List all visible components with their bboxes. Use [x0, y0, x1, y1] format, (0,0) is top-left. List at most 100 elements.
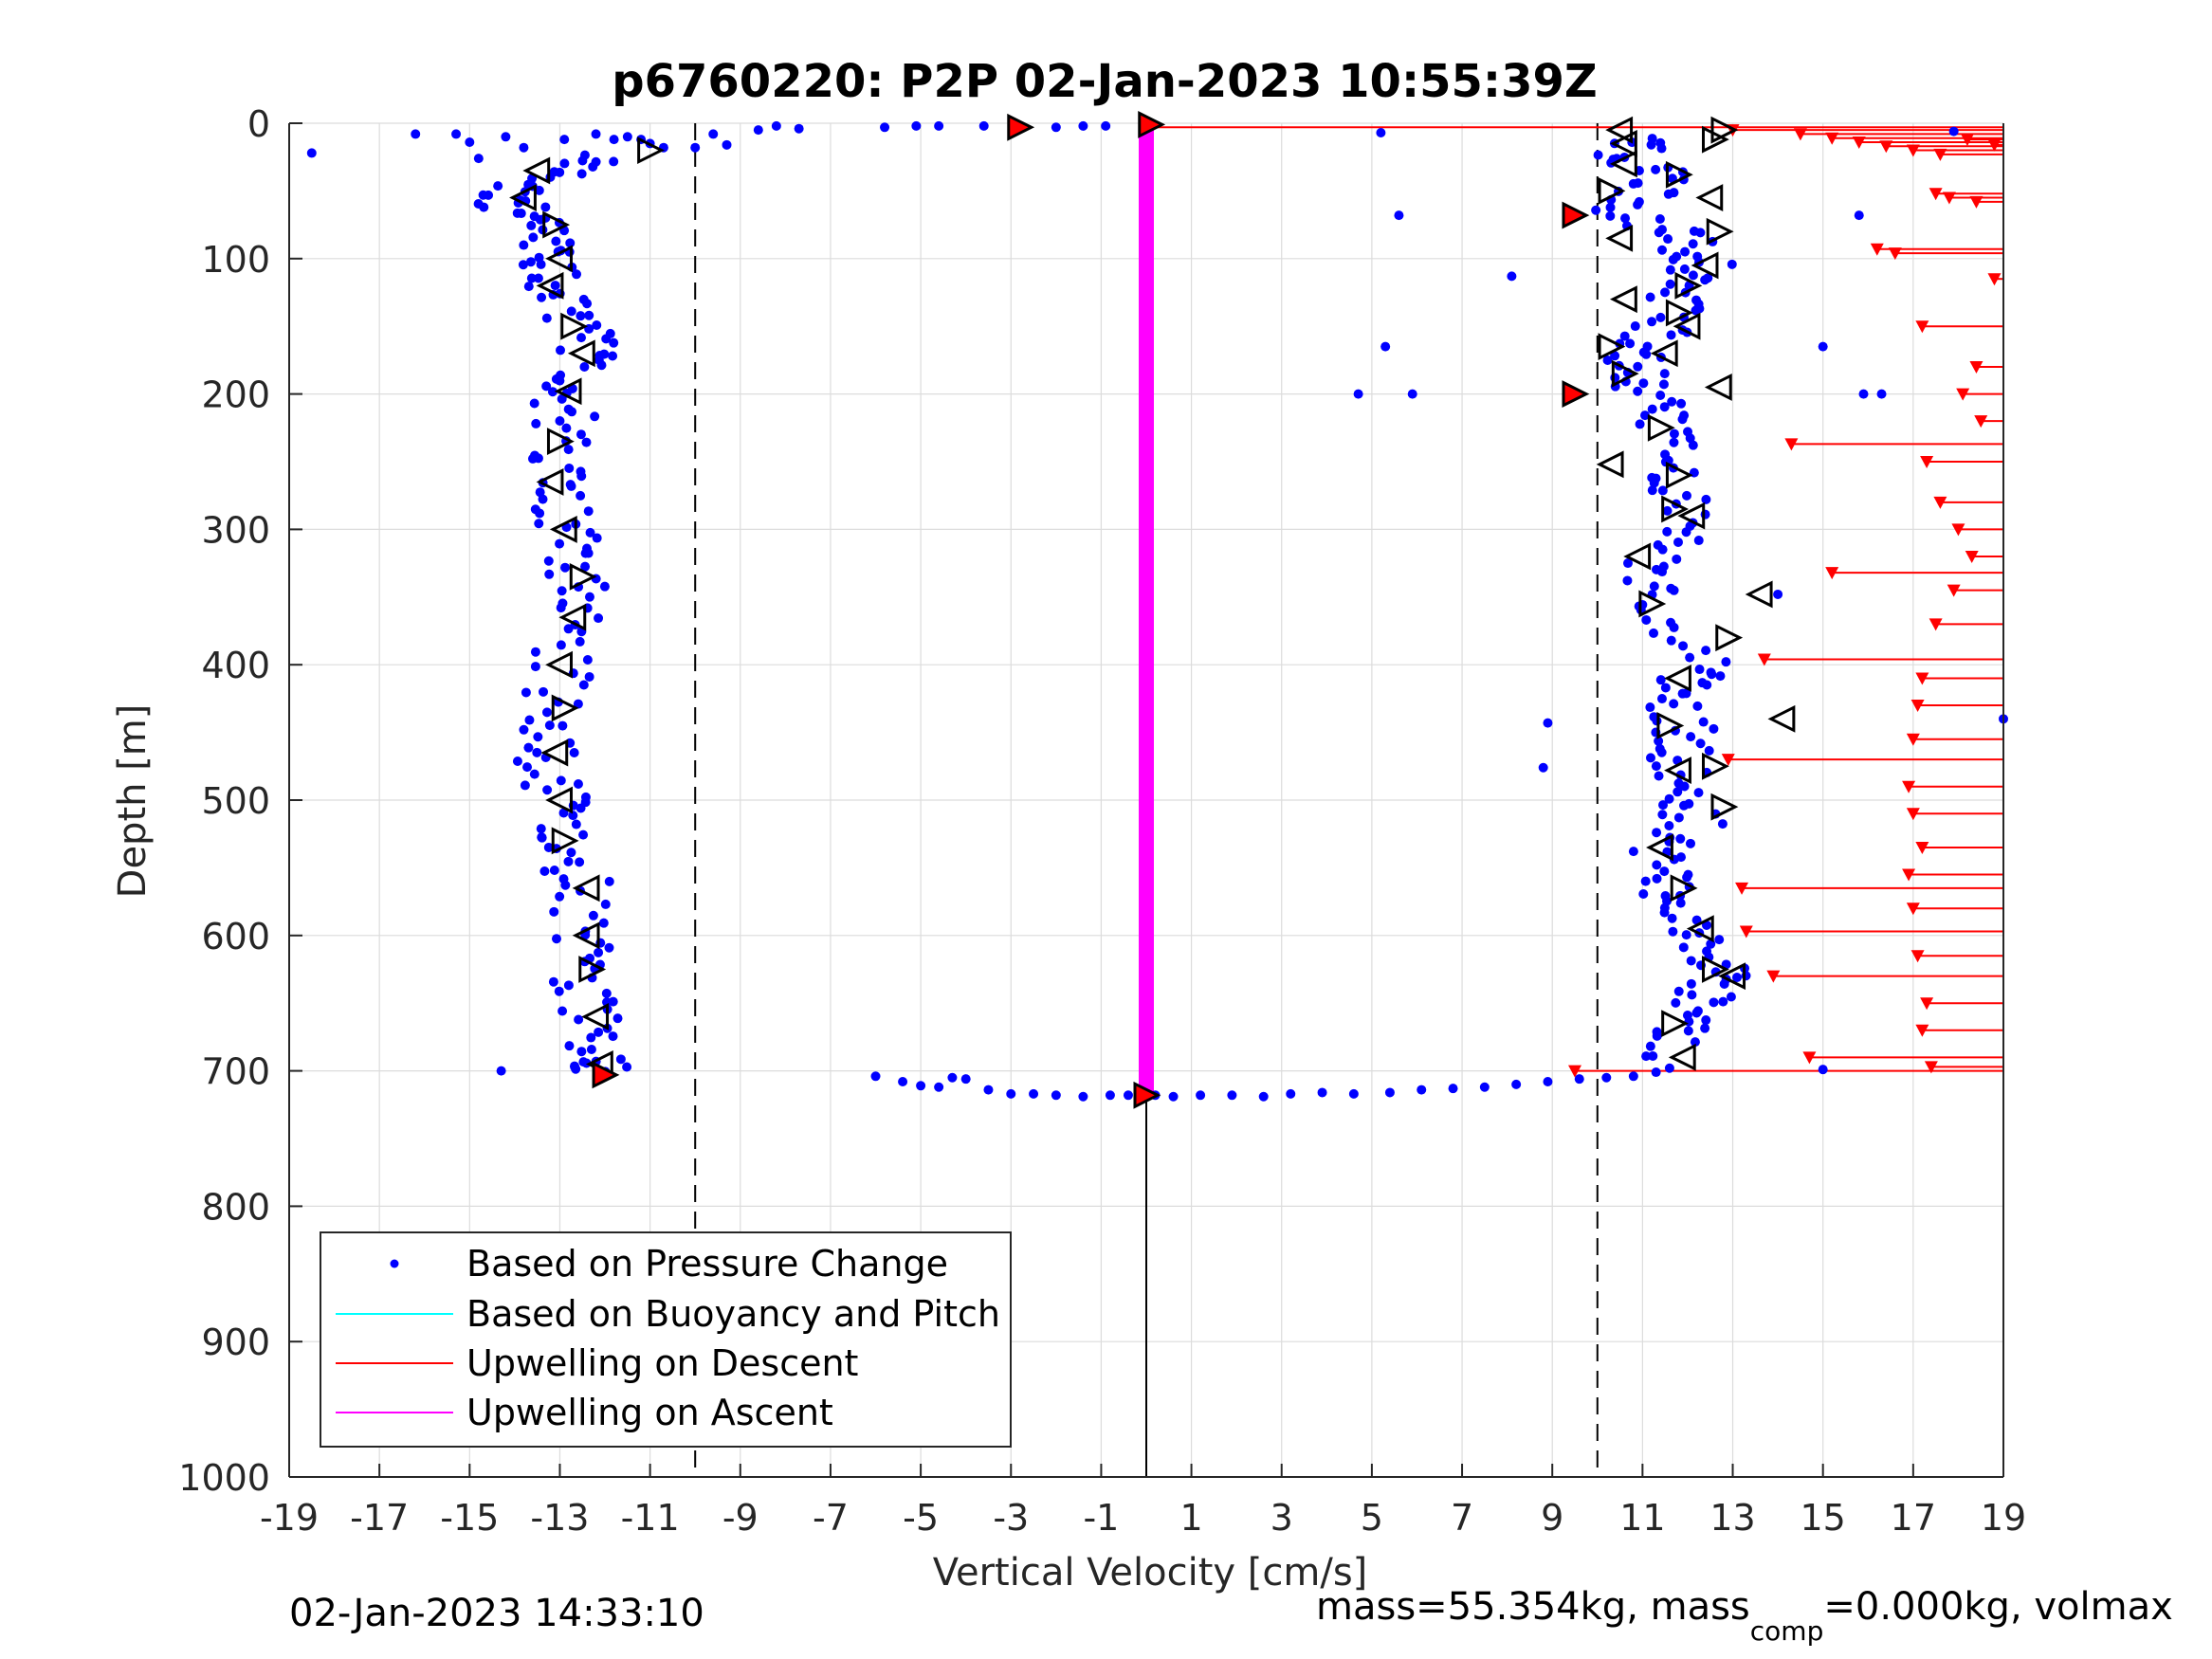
ascent-pressure-point	[1687, 990, 1697, 1000]
pressure-point	[1380, 341, 1391, 352]
descent-pressure-point	[547, 387, 558, 397]
descent-pressure-point	[584, 592, 594, 602]
descent-pressure-point	[592, 533, 602, 543]
descent-pressure-point	[550, 281, 560, 291]
descent-triangle-marker	[545, 245, 573, 273]
pressure-point	[690, 142, 701, 153]
legend-label-buoyancy: Based on Buoyancy and Pitch	[466, 1293, 1000, 1335]
descent-pressure-point	[622, 1062, 632, 1072]
ascent-pressure-point	[1635, 419, 1645, 429]
pressure-point	[1168, 1091, 1179, 1102]
ascent-pressure-point	[1688, 239, 1698, 249]
ascent-pressure-point	[1651, 164, 1661, 174]
descent-pressure-point	[551, 934, 561, 944]
ascent-triangle-marker	[1767, 704, 1796, 733]
descent-pressure-point	[576, 471, 587, 482]
x-tick-label: -15	[440, 1497, 499, 1539]
ascent-pressure-point	[1666, 583, 1676, 593]
ascent-triangle-marker	[1656, 712, 1685, 739]
descent-pressure-point	[580, 561, 591, 572]
descent-pressure-point	[556, 345, 566, 356]
descent-pressure-point	[555, 375, 565, 386]
ascent-pressure-point	[1648, 1050, 1658, 1061]
descent-pressure-point	[586, 1044, 596, 1054]
ascent-triangle-marker	[1638, 590, 1667, 618]
ascent-triangle-marker	[1647, 413, 1675, 442]
pressure-point	[911, 120, 922, 131]
ascent-pressure-point	[1658, 800, 1669, 811]
descent-stem-marker	[1870, 243, 1884, 256]
ascent-pressure-point	[1654, 736, 1664, 746]
descent-pressure-point	[526, 220, 537, 230]
descent-stem-marker	[1784, 438, 1799, 451]
descent-pressure-point	[579, 361, 590, 372]
descent-pressure-point	[555, 891, 565, 902]
ascent-pressure-point	[1701, 494, 1711, 504]
ascent-pressure-point	[1690, 1037, 1700, 1048]
descent-pressure-point	[522, 762, 533, 773]
x-tick-label: -19	[260, 1497, 319, 1539]
ascent-pressure-point	[1669, 437, 1679, 447]
ascent-pressure-point	[1688, 270, 1698, 281]
descent-pressure-point	[544, 720, 555, 731]
pressure-point	[591, 129, 601, 139]
ascent-triangle-marker	[1650, 339, 1678, 368]
descent-stem-marker	[1906, 902, 1920, 916]
descent-pressure-point	[551, 236, 561, 246]
descent-pressure-point	[528, 232, 539, 243]
x-tick-label: 5	[1361, 1497, 1383, 1539]
descent-pressure-point	[520, 780, 530, 791]
ascent-pressure-point	[1676, 852, 1687, 863]
ascent-pressure-point	[1655, 312, 1666, 322]
ascent-pressure-point	[1726, 992, 1736, 1002]
pressure-point	[794, 123, 804, 134]
legend-box	[320, 1231, 1012, 1448]
pressure-point	[1384, 1087, 1395, 1098]
ascent-pressure-point	[1675, 898, 1686, 908]
ascent-pressure-point	[1669, 428, 1679, 439]
ascent-pressure-point	[1665, 264, 1675, 275]
ascent-triangle-marker	[1661, 1010, 1690, 1038]
pressure-point	[411, 129, 421, 139]
pressure-point	[1664, 1063, 1674, 1073]
descent-stem-marker	[1974, 415, 1988, 428]
ascent-pressure-point	[1619, 331, 1630, 341]
ascent-pressure-point	[1665, 279, 1675, 289]
descent-pressure-point	[539, 686, 549, 697]
ascent-triangle-marker	[1664, 757, 1691, 785]
ascent-pressure-point	[1695, 738, 1706, 749]
ascent-pressure-point	[1633, 386, 1643, 396]
mass-text-subscript: comp	[1750, 1615, 1824, 1647]
descent-stem-marker	[1721, 754, 1735, 767]
ascent-pressure-point	[1652, 873, 1662, 884]
pressure-point	[870, 1071, 881, 1082]
ascent-pressure-point	[1686, 956, 1696, 966]
legend-label-ascent: Upwelling on Ascent	[466, 1392, 833, 1433]
descent-triangle-marker	[522, 156, 551, 185]
red-triangle-marker	[1133, 1081, 1161, 1109]
ascent-pressure-point	[1692, 701, 1703, 711]
pressure-point	[771, 120, 781, 131]
descent-triangle-marker	[572, 874, 600, 902]
descent-pressure-point	[554, 986, 564, 996]
ascent-triangle-marker	[1665, 299, 1693, 327]
pressure-point	[1006, 1088, 1016, 1099]
pressure-point	[1051, 122, 1061, 133]
ascent-pressure-point	[1709, 997, 1719, 1008]
ascent-pressure-point	[1685, 652, 1695, 663]
pressure-point	[1196, 1090, 1206, 1101]
descent-pressure-point	[519, 240, 529, 250]
ascent-pressure-point	[1593, 150, 1603, 160]
ascent-pressure-point	[1649, 581, 1659, 592]
pressure-point	[978, 120, 989, 131]
descent-pressure-point	[478, 190, 488, 200]
x-tick-label: 13	[1709, 1497, 1755, 1539]
ascent-pressure-point	[1668, 926, 1678, 937]
descent-pressure-point	[608, 351, 618, 361]
ascent-pressure-point	[1633, 178, 1643, 189]
ascent-pressure-point	[1698, 717, 1709, 727]
footer-timestamp: 02-Jan-2023 14:33:10	[289, 1592, 704, 1635]
ascent-pressure-point	[1715, 671, 1726, 682]
descent-pressure-point	[574, 1014, 584, 1025]
descent-stem-marker	[1735, 882, 1749, 895]
